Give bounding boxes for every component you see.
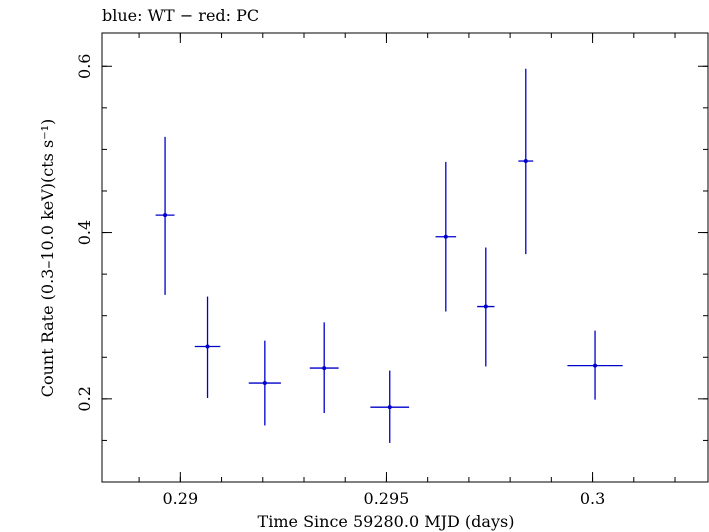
data-point — [194, 296, 221, 399]
data-point — [567, 330, 623, 400]
plot-frame — [101, 32, 709, 483]
data-points — [155, 68, 623, 443]
data-marker — [443, 234, 448, 239]
data-point — [435, 161, 457, 312]
x-axis-title: Time Since 59280.0 MJD (days) — [258, 512, 515, 531]
data-marker — [262, 381, 267, 386]
x-tick-label: 0.29 — [163, 489, 199, 508]
data-point — [477, 247, 495, 367]
x-tick-label: 0.3 — [580, 489, 605, 508]
data-marker — [322, 366, 327, 371]
y-tick-label: 0.6 — [75, 54, 94, 79]
data-marker — [483, 304, 488, 309]
x-tick-label: 0.295 — [364, 489, 410, 508]
data-marker — [205, 344, 210, 349]
data-marker — [387, 405, 392, 410]
y-tick-label: 0.2 — [75, 386, 94, 411]
y-axis-title: Count Rate (0.3–10.0 keV)(cts s⁻¹) — [38, 119, 57, 398]
data-marker — [523, 159, 528, 164]
data-marker — [593, 363, 598, 368]
data-point — [309, 322, 339, 413]
data-marker — [163, 213, 168, 218]
y-tick-label: 0.4 — [75, 220, 94, 245]
data-point — [248, 340, 281, 426]
chart-title: blue: WT − red: PC — [102, 6, 259, 25]
data-point — [155, 136, 175, 295]
data-point — [370, 370, 410, 443]
data-point — [518, 68, 534, 255]
axis-ticks: 0.29 0.295 0.3 0.2 0.4 0.6 — [75, 33, 708, 508]
